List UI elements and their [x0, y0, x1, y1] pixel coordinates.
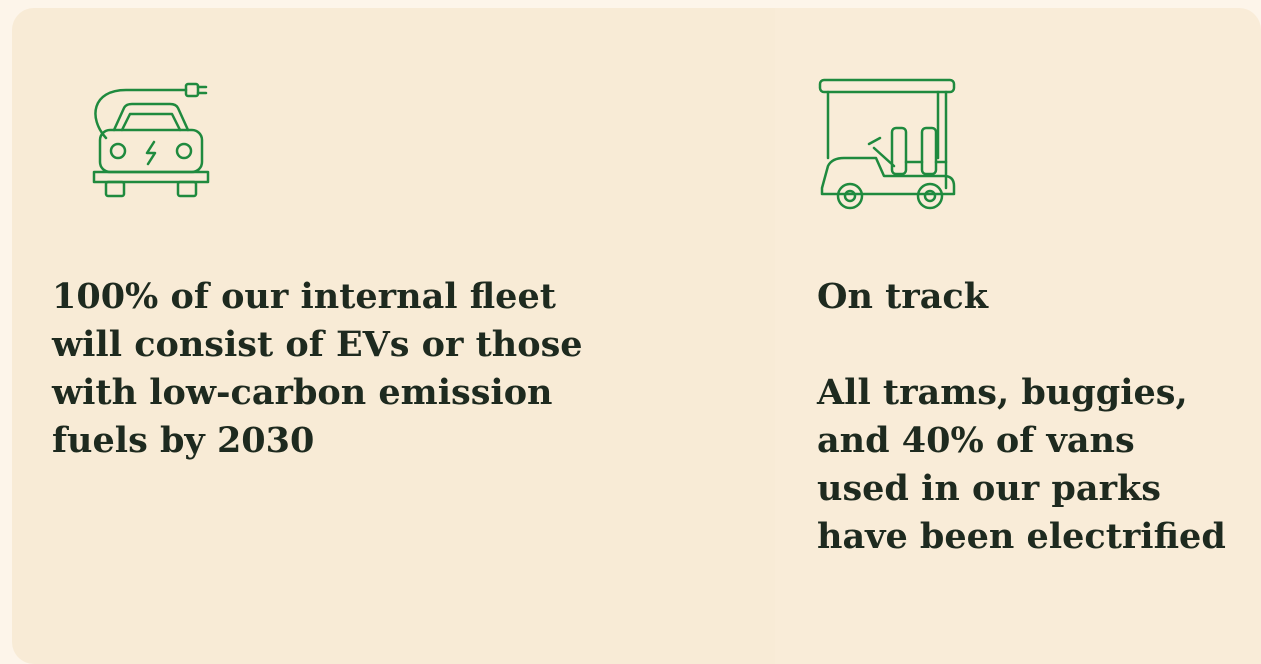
buggy-icon	[818, 78, 956, 210]
status-text: On track	[817, 276, 988, 317]
panel: 100% of our internal fleet will consist …	[12, 8, 1261, 664]
ev-car-icon	[92, 82, 210, 198]
card: On track All trams, buggies, and 40% of …	[775, 8, 1261, 664]
progress-text: All trams, buggies, and 40% of vans used…	[817, 372, 1226, 557]
goal-text: 100% of our internal fleet will consist …	[52, 276, 583, 461]
card: 100% of our internal fleet will consist …	[12, 8, 775, 664]
